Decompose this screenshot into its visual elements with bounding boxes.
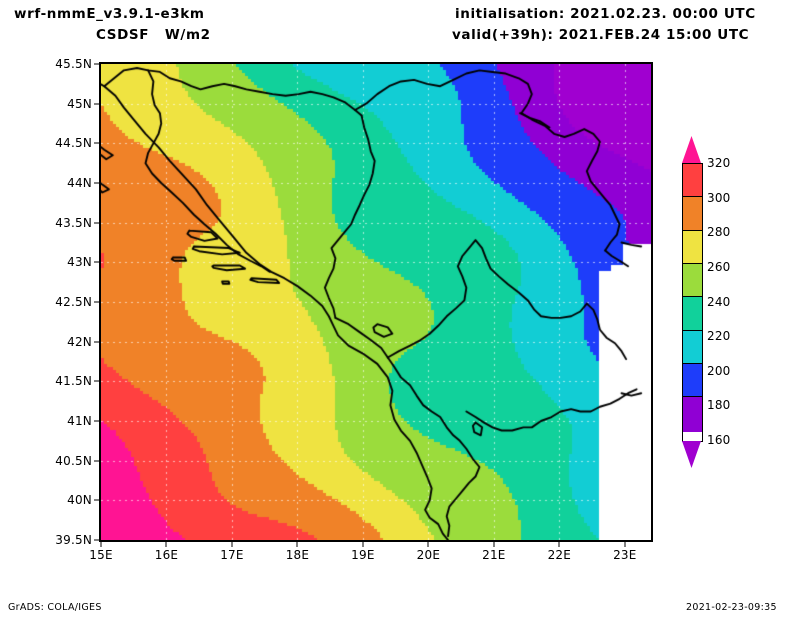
x-axis-tick-mark (493, 541, 495, 547)
colorbar-tick-label: 260 (707, 259, 731, 274)
y-axis-tick-mark (94, 539, 100, 541)
colorbar-tick-label: 200 (707, 363, 731, 378)
render-datestamp: 2021-02-23-09:35 (686, 602, 777, 613)
colorbar-tick-label: 320 (707, 156, 731, 170)
plot-frame (99, 62, 653, 542)
colorbar-tick-label: 180 (707, 398, 731, 413)
colorbar-band (683, 263, 702, 298)
y-axis-tick-mark (94, 63, 100, 65)
model-title: wrf-nmmE_v3.9.1-e3km (14, 6, 205, 22)
y-axis-tick-mark (94, 142, 100, 144)
coastline-border-overlay (101, 64, 651, 540)
x-axis-tick-mark (296, 541, 298, 547)
y-axis-tick-label: 44.5N (55, 136, 92, 151)
x-axis-tick-mark (165, 541, 167, 547)
colorbar-band (683, 363, 702, 398)
x-axis-tick-label: 15E (89, 548, 113, 562)
x-axis-tick-mark (558, 541, 560, 547)
x-axis-tick-label: 18E (285, 548, 310, 562)
y-axis-tick-label: 39.5N (55, 533, 92, 547)
colorbar-band (683, 197, 702, 231)
initialisation-time: initialisation: 2021.02.23. 00:00 UTC (455, 6, 756, 22)
colorbar-cap-high (682, 136, 701, 163)
y-axis-tick-mark (94, 499, 100, 501)
chart-header: wrf-nmmE_v3.9.1-e3km CSDSF W/m2 initiali… (0, 0, 800, 52)
x-axis-tick-mark (427, 541, 429, 547)
x-axis-tick-mark (624, 541, 626, 547)
y-axis-tick-label: 41.5N (55, 374, 92, 389)
y-axis-tick-mark (94, 182, 100, 184)
colorbar-tick-label: 280 (707, 225, 731, 240)
y-axis-tick-mark (94, 420, 100, 422)
y-axis-tick-label: 42N (67, 334, 92, 349)
y-axis-tick-label: 40N (67, 493, 92, 508)
grads-credit: GrADS: COLA/IGES (8, 602, 102, 613)
x-axis-tick-label: 17E (220, 548, 244, 562)
y-axis-tick-mark (94, 261, 100, 263)
y-axis-tick-mark (94, 380, 100, 382)
y-axis-tick-mark (94, 460, 100, 462)
y-axis-tick-label: 41N (67, 414, 92, 428)
x-axis-tick-label: 16E (154, 548, 179, 562)
colorbar-tick-label: 240 (707, 294, 731, 309)
colorbar-band (683, 297, 702, 331)
y-axis-tick-mark (94, 341, 100, 343)
x-axis-tick-mark (231, 541, 233, 547)
y-axis-tick-label: 45N (67, 96, 92, 111)
y-axis-tick-label: 42.5N (55, 295, 92, 309)
colorbar-tick-label: 300 (707, 190, 731, 205)
y-axis-tick-label: 40.5N (55, 453, 92, 468)
x-axis-tick-mark (100, 541, 102, 547)
colorbar-band (683, 230, 702, 264)
colorbar-cap-low (682, 441, 701, 468)
colorbar: 320 300 280 260 240 220 200 180 160 (676, 136, 730, 468)
valid-time: valid(+39h): 2021.FEB.24 15:00 UTC (452, 27, 750, 43)
field-subtitle: CSDSF W/m2 (96, 27, 211, 43)
colorbar-tick-label: 220 (707, 329, 731, 344)
y-axis-tick-mark (94, 222, 100, 224)
y-axis-tick-label: 44N (67, 176, 92, 190)
x-axis-tick-mark (362, 541, 364, 547)
y-axis-tick-label: 43N (67, 255, 92, 270)
y-axis-tick-mark (94, 103, 100, 105)
colorbar-tick-label: 160 (707, 433, 731, 447)
x-axis-tick-label: 22E (547, 548, 572, 562)
y-axis-tick-label: 45.5N (55, 57, 92, 71)
y-axis-tick-label: 43.5N (55, 215, 92, 230)
x-axis-tick-label: 20E (416, 548, 441, 562)
x-axis-tick-label: 19E (351, 548, 375, 562)
x-axis-tick-label: 23E (613, 548, 637, 562)
y-axis-tick-mark (94, 301, 100, 303)
colorbar-band (683, 164, 702, 198)
colorbar-bands (682, 163, 703, 442)
x-axis-tick-label: 21E (482, 548, 506, 562)
colorbar-band (683, 330, 702, 364)
map-plot-area (99, 62, 653, 542)
colorbar-band (683, 397, 702, 432)
